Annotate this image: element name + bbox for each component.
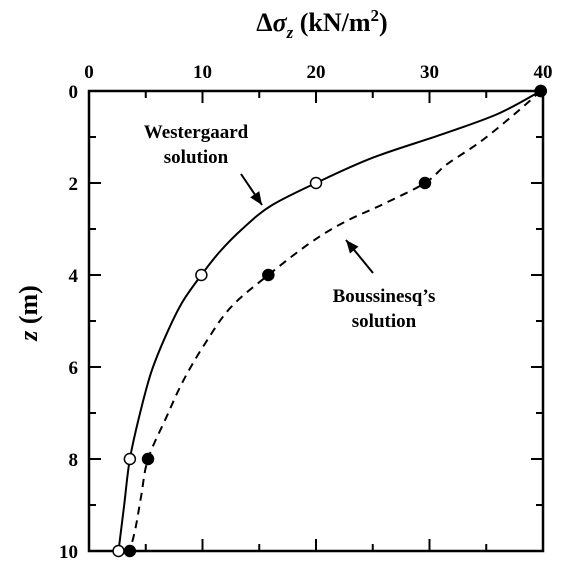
y-label-variable: z: [14, 330, 43, 342]
x-tick-label-40: 40: [534, 62, 553, 83]
y-tick-label-4: 4: [69, 266, 79, 287]
title-delta: Δ: [256, 8, 272, 37]
plot-frame: [87, 89, 545, 553]
boussinesq-label-line-1: solution: [352, 311, 417, 332]
series-1-point-1: [418, 176, 432, 190]
y-label-unit: (m): [14, 285, 43, 330]
series-0-point-4: [112, 544, 125, 558]
y-tick-label-10: 10: [59, 542, 78, 563]
series-0-point-3: [123, 452, 137, 466]
series-1-point-0: [534, 84, 547, 98]
x-tick-label-0: 0: [84, 62, 94, 83]
series-1-point-4: [123, 544, 137, 558]
boussinesq-label-line-0: Boussinesq’s: [333, 286, 436, 307]
series-1-point-3: [141, 452, 155, 466]
plot-area: 0 10 20 30 40 0 2 4 6 8 10 Westergaard solution Bouss…: [59, 62, 553, 563]
x-tick-label-20: 20: [307, 62, 326, 83]
chart-title: Δσz (kN/m2): [256, 6, 387, 42]
series-0-point-1: [309, 176, 323, 190]
y-axis-label: z (m): [14, 285, 43, 342]
westergaard-arrow-head: [250, 191, 262, 205]
series-1-point-2: [262, 268, 275, 282]
y-tick-label-8: 8: [69, 450, 79, 471]
y-tick-label-0: 0: [69, 82, 79, 103]
title-unit: (kN/m: [293, 8, 371, 37]
title-subscript: z: [286, 23, 294, 42]
westergaard-label-line-1: solution: [164, 147, 229, 168]
boussinesq-arrow-head: [346, 240, 359, 254]
title-close: ): [379, 8, 388, 37]
series-1-line: [128, 90, 542, 552]
series-0-point-2: [195, 268, 208, 282]
westergaard-label-line-0: Westergaard: [144, 122, 249, 143]
x-tick-label-10: 10: [193, 62, 212, 83]
x-tick-label-30: 30: [420, 62, 439, 83]
y-tick-label-6: 6: [69, 358, 79, 379]
y-tick-label-2: 2: [69, 174, 79, 195]
title-superscript: 2: [371, 6, 380, 25]
series-0-line: [117, 90, 542, 552]
title-sigma: σ: [273, 8, 288, 37]
